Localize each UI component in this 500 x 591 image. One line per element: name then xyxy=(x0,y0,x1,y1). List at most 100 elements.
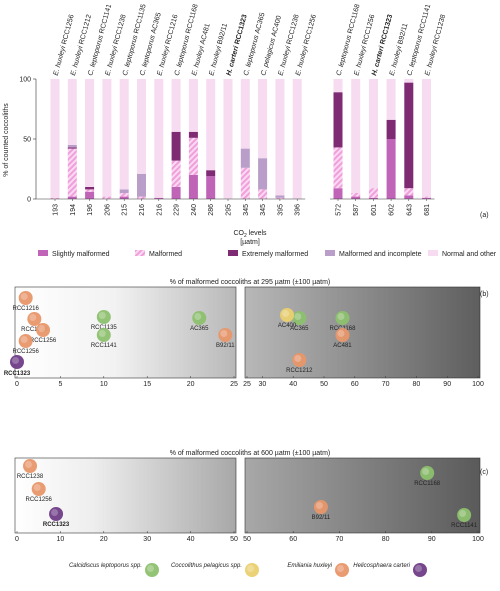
legend-swatch xyxy=(325,250,335,256)
x-tick-label: 643 xyxy=(406,204,413,216)
bar-segment xyxy=(85,189,95,192)
strain-name: RCC1238 xyxy=(113,14,128,46)
coccolith-marker xyxy=(245,563,259,577)
bar-segment xyxy=(85,79,95,187)
x-tick-label: 25 xyxy=(243,381,251,388)
strain-name: AC481 xyxy=(199,23,211,46)
bar-segment xyxy=(137,173,146,197)
panel-a-xlabel: CO2 levels xyxy=(233,230,267,239)
strain-species: C. leptoporus xyxy=(336,33,354,77)
x-tick-label: 345 xyxy=(243,204,250,216)
coccolith-highlight xyxy=(294,355,302,362)
strain-name: RCC1141 xyxy=(418,3,433,34)
bar-segment xyxy=(422,196,431,198)
x-tick-label: 681 xyxy=(424,204,431,216)
strain-name: RCC1216 xyxy=(165,14,180,46)
legend-label: Malformed xyxy=(149,251,182,258)
panel-a-y-axis: 0 50 100 xyxy=(19,77,37,204)
x-tick-label: 15 xyxy=(143,381,151,388)
x-tick-label: 40 xyxy=(289,381,297,388)
strain-name: AC365 xyxy=(254,12,266,35)
legend-swatch xyxy=(228,250,238,256)
bar-segment xyxy=(206,176,216,199)
strain-species: C. leptoporus xyxy=(406,33,424,77)
strain-name: RCC1168 xyxy=(347,3,362,34)
legend-swatch xyxy=(38,250,48,256)
strain-species: E. huxleyi xyxy=(208,44,223,77)
x-tick-label: 193 xyxy=(53,204,60,216)
x-tick-label: 90 xyxy=(443,381,451,388)
x-tick-label: 25 xyxy=(230,381,238,388)
coccolith-marker xyxy=(335,563,349,577)
bar-segment xyxy=(422,197,431,199)
strain-species: E. huxleyi xyxy=(191,44,206,77)
coccolith-highlight xyxy=(98,330,106,337)
bar-segment xyxy=(119,189,129,193)
coccolith-highlight xyxy=(415,565,422,572)
coccolith-marker xyxy=(457,508,472,522)
x-tick-label: 100 xyxy=(472,381,484,388)
bar-segment xyxy=(333,79,343,93)
bar-segment xyxy=(333,188,343,199)
x-tick-label: 80 xyxy=(382,536,390,543)
bar-segment xyxy=(275,195,285,198)
strain-name: RCC1141 xyxy=(99,3,114,34)
coccolith-marker xyxy=(18,334,33,348)
strain-label: E. huxleyi AC481 xyxy=(191,23,212,77)
panel-a-x-tick-labels: 193 194 196 206 215 216 216 229 240 286 295 345 345 3… xyxy=(36,198,435,216)
panel-b-title: % of malformed coccoliths at 295 µatm (±… xyxy=(170,279,331,286)
coccolith-highlight xyxy=(20,293,28,300)
coccolith-marker xyxy=(31,482,46,496)
y-tick-label: 0 xyxy=(27,197,31,204)
x-tick-label: 30 xyxy=(143,536,151,543)
strain-species: H. carteri xyxy=(226,44,241,77)
bar-segment xyxy=(119,79,129,190)
bar-segment xyxy=(386,139,396,199)
bar-segment xyxy=(206,79,216,171)
bar-segment xyxy=(154,197,164,199)
bar-segment xyxy=(386,79,396,120)
coccolith-marker xyxy=(36,323,51,337)
point-label: AC365 xyxy=(290,326,309,332)
species-legend-label: Emiliania huxleyi xyxy=(287,563,332,569)
panel-a: (a) % of counted coccoliths 0 50 100 E. hu… xyxy=(3,3,497,258)
legend-label: Slightly malformed xyxy=(52,251,110,258)
bar-segment xyxy=(351,196,361,199)
bar-segment xyxy=(50,79,60,198)
panel-b-points: RCC1216 RCC1238 RCC1256 RCC1256 RCC1323 RCC11… xyxy=(4,291,356,377)
point-label: RCC1256 xyxy=(30,338,57,344)
x-tick-label: 240 xyxy=(191,204,198,216)
bar-segment xyxy=(351,193,361,197)
strain-name: AC400 xyxy=(271,15,283,38)
strain-name: RCC1256 xyxy=(61,14,76,46)
strain-species: E. huxleyi xyxy=(156,44,171,77)
coccolith-highlight xyxy=(294,313,302,320)
coccolith-highlight xyxy=(337,313,345,320)
coccolith-marker xyxy=(27,312,42,326)
panel-c-right-area xyxy=(244,457,481,534)
coccolith-marker xyxy=(218,328,233,342)
bar-segment xyxy=(240,167,250,199)
strain-species: E. huxleyi xyxy=(53,44,68,77)
x-tick-label: 80 xyxy=(413,381,421,388)
x-tick-label: 194 xyxy=(70,204,77,216)
coccolith-marker xyxy=(192,311,207,325)
x-tick-label: 196 xyxy=(87,204,94,216)
coccolith-highlight xyxy=(51,509,59,516)
coccolith-highlight xyxy=(29,314,37,321)
coccolith-marker xyxy=(145,563,159,577)
bar-segment xyxy=(171,187,181,199)
x-tick-label: 215 xyxy=(122,204,129,216)
x-tick-label: 295 xyxy=(226,204,233,216)
strain-species: C. leptoporus xyxy=(243,33,261,77)
x-tick-label: 286 xyxy=(208,204,215,216)
strain-species: E. huxleyi xyxy=(424,44,439,77)
strain-label: E. huxleyi B92/11 xyxy=(389,22,410,76)
x-tick-label: 30 xyxy=(259,381,267,388)
coccolith-highlight xyxy=(337,565,344,572)
bar-segment xyxy=(386,119,396,139)
x-tick-label: 0 xyxy=(15,536,19,543)
panel-b: (b) % of malformed coccoliths at 295 µat… xyxy=(4,279,489,388)
strain-species: E. huxleyi xyxy=(70,44,85,77)
